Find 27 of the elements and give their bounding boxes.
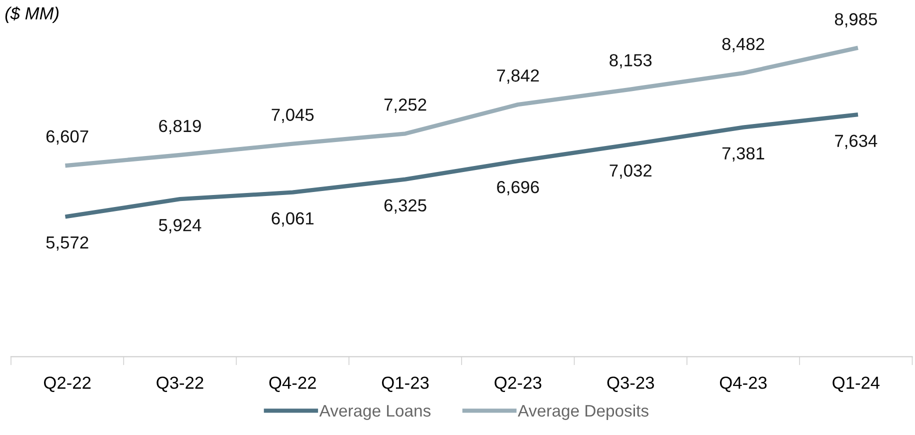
data-label: 7,252 bbox=[384, 98, 426, 113]
data-label: 7,045 bbox=[272, 108, 314, 124]
legend-label: Average Loans bbox=[319, 405, 431, 420]
data-label: 6,819 bbox=[159, 120, 201, 134]
data-label: 5,924 bbox=[158, 218, 202, 234]
x-tick-label: Q4-22 bbox=[269, 376, 316, 392]
data-label: 7,634 bbox=[835, 134, 878, 150]
x-tick-label: Q4-23 bbox=[720, 376, 767, 392]
data-label: 8,482 bbox=[722, 38, 764, 52]
data-label: 6,696 bbox=[497, 180, 539, 196]
x-tick-label: Q3-23 bbox=[607, 376, 654, 392]
legend-label: Average Deposits bbox=[518, 404, 648, 420]
data-label: 6,325 bbox=[384, 199, 426, 214]
data-label: 7,032 bbox=[610, 164, 652, 179]
data-label: 8,153 bbox=[610, 54, 652, 68]
y-axis-title: ($ MM) bbox=[5, 6, 59, 23]
data-label: 7,842 bbox=[497, 69, 539, 84]
x-tick-label: Q3-22 bbox=[156, 376, 204, 392]
data-label: 8,985 bbox=[834, 13, 877, 28]
data-label: 5,572 bbox=[46, 236, 88, 251]
x-tick-label: Q2-22 bbox=[44, 376, 91, 392]
data-label: 6,607 bbox=[46, 130, 88, 145]
data-label: 6,061 bbox=[272, 212, 314, 227]
x-tick-label: Q1-24 bbox=[832, 376, 880, 392]
x-tick-label: Q1-23 bbox=[382, 376, 429, 392]
x-tick-label: Q2-23 bbox=[494, 376, 542, 392]
data-label: 7,381 bbox=[722, 147, 764, 162]
